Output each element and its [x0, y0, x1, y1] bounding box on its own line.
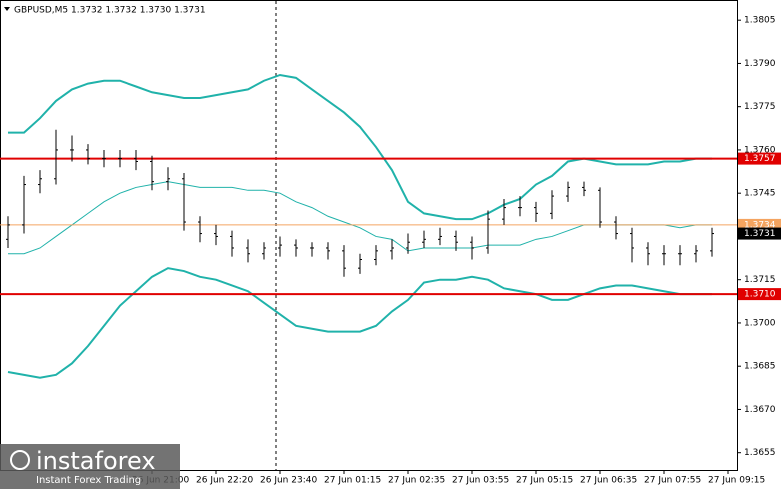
x-tick-label: 26 Jun 23:40 [260, 476, 317, 486]
band-line [7, 267, 712, 379]
x-tick-label: 27 Jun 02:35 [388, 476, 445, 486]
y-tick-label: 1.3685 [744, 362, 776, 372]
level-label-box [738, 288, 781, 301]
level-label: 1.3734 [744, 220, 776, 230]
y-tick-label: 1.3805 [744, 16, 776, 26]
watermark-box [0, 444, 180, 489]
x-tick-label: 27 Jun 06:35 [580, 476, 637, 486]
watermark: instaforex Instant Forex Trading [0, 444, 180, 489]
x-tick-label: 27 Jun 03:55 [452, 476, 509, 486]
level-label-box [738, 152, 781, 165]
y-tick-label: 1.3700 [744, 318, 776, 328]
x-tick-label: 27 Jun 07:55 [644, 476, 701, 486]
y-tick-label: 1.3715 [744, 275, 776, 285]
title-arrow [4, 7, 10, 11]
x-tick-label: 27 Jun 05:15 [516, 476, 573, 486]
level-label-box [738, 227, 781, 240]
watermark-icon [10, 450, 30, 470]
y-tick-label: 1.3760 [744, 145, 776, 155]
x-tick-label: 26 Jun 22:20 [196, 476, 253, 486]
watermark-tagline: Instant Forex Trading [36, 475, 141, 486]
x-tick-label: 27 Jun 01:15 [324, 476, 381, 486]
level-label: 1.3731 [744, 229, 776, 239]
y-tick-label: 1.3790 [744, 59, 776, 69]
x-tick-label: 27 Jun 09:15 [708, 476, 765, 486]
y-tick-label: 1.3655 [744, 448, 776, 458]
y-tick-label: 1.3745 [744, 189, 776, 199]
level-label: 1.3757 [744, 154, 776, 164]
chart-title: GBPUSD,M5 1.3732 1.3732 1.3730 1.3731 [14, 6, 206, 16]
watermark-brand: instaforex [36, 447, 156, 475]
band-line [8, 73, 712, 221]
plot-frame [0, 0, 738, 471]
plot [0, 73, 737, 379]
level-label: 1.3710 [744, 290, 776, 300]
y-tick-label: 1.3670 [744, 405, 776, 415]
y-tick-label: 1.3775 [744, 102, 776, 112]
